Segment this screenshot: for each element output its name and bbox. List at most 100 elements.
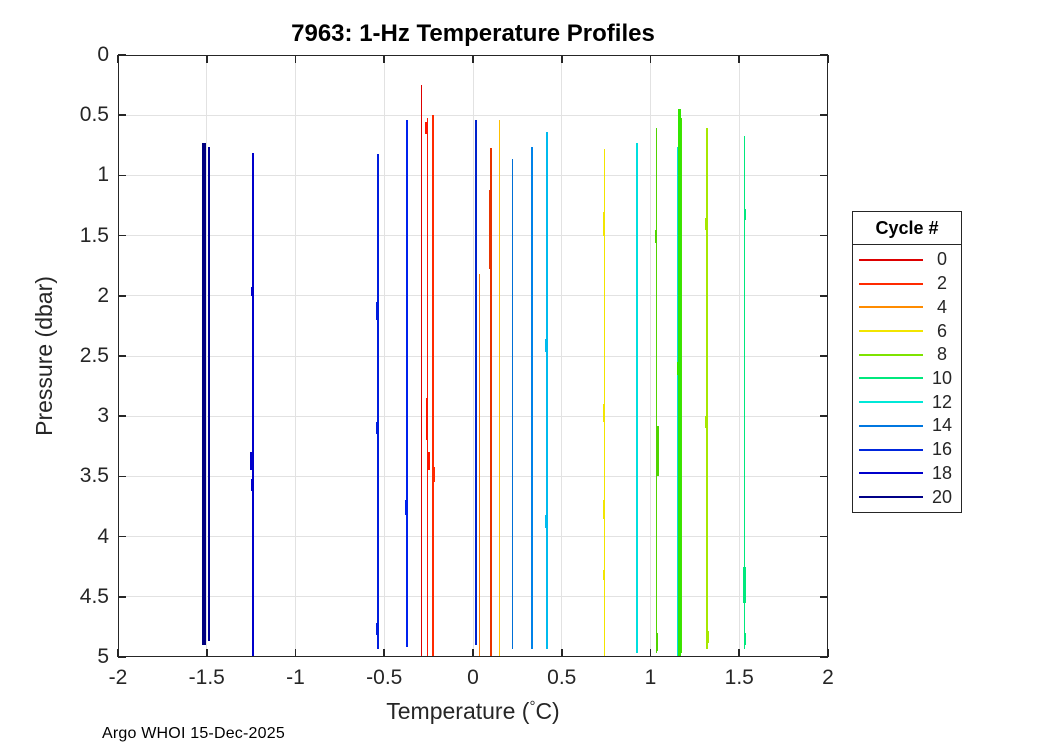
- legend-entries: 0 2 4 6 8 10 12 14 16 18 20: [853, 245, 961, 512]
- legend-swatch: [859, 258, 923, 261]
- legend-label: 0: [936, 249, 947, 270]
- x-tick-label: 0: [467, 666, 479, 689]
- y-tick-mark: [118, 596, 126, 598]
- profile-line-wiggle: [603, 211, 605, 236]
- legend-title: Cycle #: [853, 212, 961, 245]
- y-grid-line: [118, 114, 828, 116]
- profile-line-wiggle: [656, 632, 659, 651]
- profile-line-wiggle: [376, 623, 378, 636]
- legend-swatch: [859, 377, 923, 380]
- x-tick-mark: [738, 649, 741, 657]
- profile-line: [474, 120, 477, 645]
- profile-line-wiggle: [743, 209, 747, 220]
- legend-entry: 20: [853, 487, 961, 507]
- legend: Cycle # 0 2 4 6 8 10 12 14 16 18 20: [852, 211, 962, 513]
- x-tick-mark: [649, 649, 652, 657]
- y-tick-label: 1.5: [79, 223, 109, 247]
- profile-line: [743, 135, 746, 649]
- profile-line: [432, 115, 434, 657]
- legend-label: 16: [931, 439, 953, 460]
- profile-line: [677, 109, 681, 657]
- x-tick-label: -2: [108, 666, 128, 689]
- profile-line-wiggle: [603, 500, 605, 519]
- watermark-text: Argo WHOI 15-Dec-2025: [102, 725, 285, 742]
- x-tick-mark: [738, 55, 741, 63]
- y-tick-label: 0: [97, 43, 109, 66]
- y-grid-line: [118, 295, 828, 297]
- y-tick-label: 5: [97, 645, 109, 668]
- legend-label: 20: [931, 486, 953, 507]
- plot-area: [117, 54, 829, 658]
- profile-line: [498, 120, 501, 657]
- profile-line-wiggle: [427, 452, 430, 471]
- y-grid-line: [118, 536, 828, 538]
- y-tick-mark: [118, 174, 126, 177]
- profile-line-wiggle: [544, 514, 548, 529]
- profile-line: [208, 146, 210, 642]
- x-tick-mark: [205, 55, 208, 63]
- y-grid-line: [118, 596, 828, 598]
- y-tick-mark: [118, 114, 126, 116]
- y-tick-mark: [820, 475, 828, 478]
- y-tick-mark: [820, 415, 828, 417]
- profile-line-wiggle: [405, 630, 408, 645]
- legend-swatch: [859, 306, 923, 309]
- y-tick-mark: [118, 535, 126, 538]
- legend-swatch: [859, 330, 923, 333]
- profile-line: [603, 148, 606, 657]
- y-tick-mark: [820, 234, 828, 237]
- y-tick-mark: [118, 656, 126, 658]
- profile-line-wiggle: [656, 425, 659, 477]
- legend-swatch: [859, 448, 923, 451]
- profile-line-wiggle: [707, 630, 709, 643]
- profile-line-wiggle: [405, 500, 408, 515]
- profile-line: [406, 120, 408, 648]
- x-tick-mark: [560, 55, 563, 63]
- profile-line: [420, 85, 423, 657]
- y-tick-mark: [820, 596, 828, 598]
- legend-swatch: [859, 424, 923, 427]
- profile-line-wiggle: [376, 370, 379, 383]
- y-tick-mark: [820, 656, 828, 658]
- x-tick-label: -1.5: [188, 666, 225, 689]
- profile-line-wiggle: [250, 452, 253, 471]
- y-tick-label: 4: [97, 524, 109, 548]
- profile-line-wiggle: [679, 269, 683, 284]
- legend-entry: 10: [853, 368, 961, 388]
- x-tick-mark: [472, 55, 474, 63]
- y-tick-label: 0.5: [79, 103, 109, 127]
- profile-line-wiggle: [376, 301, 378, 320]
- x-tick-mark: [117, 55, 119, 63]
- x-tick-mark: [383, 649, 386, 657]
- profile-line-wiggle: [376, 454, 379, 467]
- y-grid-line: [118, 235, 828, 237]
- y-grid-line: [118, 174, 828, 176]
- legend-entry: 14: [853, 415, 961, 436]
- legend-entry: 2: [853, 273, 961, 294]
- legend-label: 4: [936, 296, 947, 317]
- legend-label: 12: [931, 391, 953, 412]
- legend-swatch: [859, 353, 923, 356]
- y-tick-label: 2.5: [79, 344, 109, 367]
- profile-line-wiggle: [433, 466, 436, 483]
- x-tick-mark: [827, 55, 829, 63]
- profile-line: [676, 146, 679, 657]
- y-tick-mark: [118, 54, 126, 56]
- x-tick-mark: [472, 649, 474, 657]
- profile-line: [680, 117, 683, 654]
- x-tick-label: 0.5: [547, 666, 577, 689]
- profile-line-wiggle: [676, 362, 680, 376]
- profile-line: [426, 117, 429, 657]
- legend-swatch: [859, 472, 923, 475]
- y-grid-line: [118, 415, 828, 417]
- y-tick-mark: [820, 295, 828, 297]
- x-tick-label: 1: [644, 666, 657, 689]
- x-tick-mark: [560, 649, 563, 657]
- profile-line: [511, 158, 514, 649]
- y-tick-label: 1: [97, 163, 109, 187]
- profile-line: [545, 132, 548, 649]
- degree-symbol: °: [529, 698, 536, 715]
- legend-label: 18: [931, 462, 953, 483]
- legend-label: 14: [931, 415, 953, 436]
- y-tick-mark: [820, 54, 828, 56]
